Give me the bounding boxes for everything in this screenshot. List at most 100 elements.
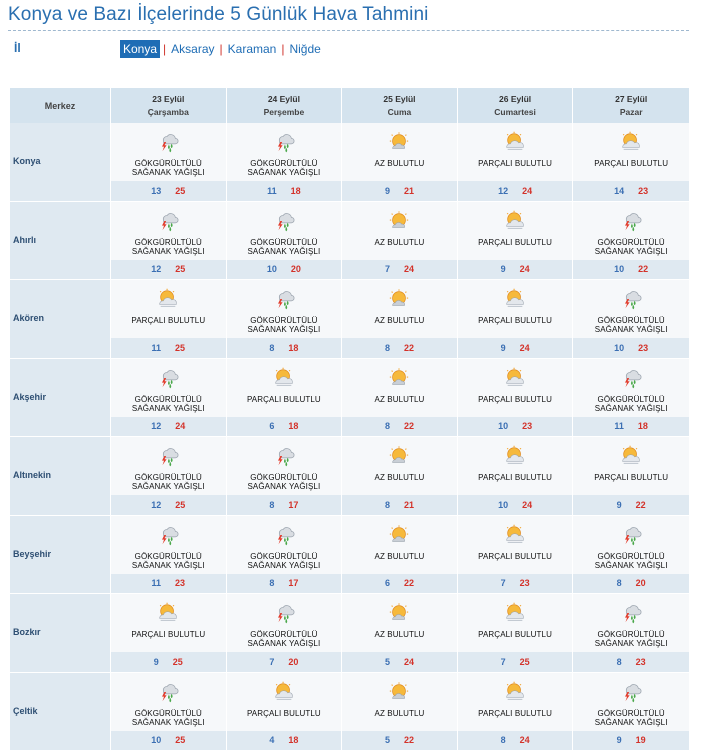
temperature-bar: 8 17 xyxy=(226,495,342,515)
thunder-rain-icon xyxy=(620,367,642,389)
separator: | xyxy=(219,42,223,56)
forecast-cell: PARÇALI BULUTLU 9 25 xyxy=(111,594,227,672)
thunder-rain-icon xyxy=(157,367,179,389)
condition-text: GÖKGÜRÜLTÜLÜ SAĞANAK YAĞIŞLI xyxy=(247,159,320,177)
forecast-cell-top: AZ BULUTLU xyxy=(342,280,457,339)
condition-line: GÖKGÜRÜLTÜLÜ xyxy=(250,316,318,325)
condition-line: SAĞANAK YAĞIŞLI xyxy=(247,639,321,648)
condition-line: PARÇALI BULUTLU xyxy=(478,708,552,718)
forecast-cell: GÖKGÜRÜLTÜLÜ SAĞANAK YAĞIŞLI 10 22 xyxy=(573,201,689,279)
max-temp: 24 xyxy=(519,264,530,275)
table-row: Konya GÖKGÜRÜLTÜLÜ SAĞANAK YAĞIŞLI 13 25 GÖKG… xyxy=(10,123,689,202)
condition-line: PARÇALI BULUTLU xyxy=(246,708,321,718)
city-name: Beyşehir xyxy=(10,515,111,593)
condition-line: PARÇALI BULUTLU xyxy=(246,394,321,404)
forecast-cell-top: AZ BULUTLU xyxy=(342,594,457,653)
max-temp: 23 xyxy=(638,342,649,353)
forecast-cell: PARÇALI BULUTLU 10 23 xyxy=(457,358,574,436)
forecast-cell-top: PARÇALI BULUTLU xyxy=(573,123,689,182)
condition-line: GÖKGÜRÜLTÜLÜ xyxy=(134,551,202,561)
min-temp: 9 xyxy=(153,656,159,667)
condition-line: GÖKGÜRÜLTÜLÜ xyxy=(250,473,318,482)
condition-text: PARÇALI BULUTLU xyxy=(478,630,552,639)
temperature-bar: 6 22 xyxy=(342,573,457,593)
condition-text: GÖKGÜRÜLTÜLÜ SAĞANAK YAĞIŞLI xyxy=(595,395,668,413)
thunder-rain-icon xyxy=(157,131,179,153)
condition-line: PARÇALI BULUTLU xyxy=(478,551,552,561)
forecast-cell-top: AZ BULUTLU xyxy=(342,201,457,260)
forecast-cell-top: GÖKGÜRÜLTÜLÜ SAĞANAK YAĞIŞLI xyxy=(226,123,342,182)
table-row: Beyşehir GÖKGÜRÜLTÜLÜ SAĞANAK YAĞIŞLI 11 23 G… xyxy=(10,515,689,594)
temperature-bar: 10 22 xyxy=(573,259,689,279)
min-temp: 12 xyxy=(151,264,162,275)
partly-cloudy-icon xyxy=(504,602,526,624)
forecast-cell-top: GÖKGÜRÜLTÜLÜ SAĞANAK YAĞIŞLI xyxy=(111,515,226,574)
condition-line: GÖKGÜRÜLTÜLÜ xyxy=(250,237,318,247)
max-temp: 21 xyxy=(403,185,414,196)
day-header: 26 Eylül Cumartesi xyxy=(458,88,574,123)
min-temp: 6 xyxy=(269,421,275,432)
min-temp: 10 xyxy=(614,264,625,275)
condition-line: SAĞANAK YAĞIŞLI xyxy=(131,168,205,177)
forecast-cell: PARÇALI BULUTLU 11 25 xyxy=(111,280,227,358)
province-tab-aksaray[interactable]: Aksaray xyxy=(171,42,215,56)
min-temp: 12 xyxy=(151,499,162,510)
forecast-cell: PARÇALI BULUTLU 8 24 xyxy=(457,672,574,750)
max-temp: 25 xyxy=(172,656,183,667)
condition-line: AZ BULUTLU xyxy=(374,630,425,639)
condition-text: PARÇALI BULUTLU xyxy=(478,238,552,247)
day-header: 23 Eylül Çarşamba xyxy=(111,88,227,123)
condition-line: SAĞANAK YAĞIŞLI xyxy=(131,246,205,256)
temperature-bar: 8 20 xyxy=(573,573,689,593)
forecast-cell-top: GÖKGÜRÜLTÜLÜ SAĞANAK YAĞIŞLI xyxy=(111,201,226,260)
condition-line: GÖKGÜRÜLTÜLÜ xyxy=(250,551,318,561)
max-temp: 18 xyxy=(288,342,299,353)
min-temp: 12 xyxy=(498,185,509,196)
forecast-cell-top: GÖKGÜRÜLTÜLÜ SAĞANAK YAĞIŞLI xyxy=(226,201,342,260)
temperature-bar: 9 19 xyxy=(573,730,689,750)
condition-text: GÖKGÜRÜLTÜLÜ SAĞANAK YAĞIŞLI xyxy=(132,395,205,413)
condition-line: GÖKGÜRÜLTÜLÜ xyxy=(597,394,665,404)
min-temp: 10 xyxy=(614,342,625,353)
province-tab-karaman[interactable]: Karaman xyxy=(227,42,277,56)
condition-line: AZ BULUTLU xyxy=(374,159,425,168)
max-temp: 20 xyxy=(288,656,299,667)
temperature-bar: 7 20 xyxy=(226,652,342,672)
condition-text: GÖKGÜRÜLTÜLÜ SAĞANAK YAĞIŞLI xyxy=(132,159,205,177)
page-title: Konya ve Bazı İlçelerinde 5 Günlük Hava … xyxy=(8,4,429,25)
partly-cloudy-icon xyxy=(504,131,526,153)
min-temp: 8 xyxy=(616,578,622,589)
forecast-cell: GÖKGÜRÜLTÜLÜ SAĞANAK YAĞIŞLI 12 25 xyxy=(111,437,227,515)
province-tab-konya[interactable]: Konya xyxy=(120,40,161,58)
temperature-bar: 12 25 xyxy=(111,495,226,515)
separator: | xyxy=(281,42,285,56)
forecast-cell: GÖKGÜRÜLTÜLÜ SAĞANAK YAĞIŞLI 10 25 xyxy=(111,672,227,750)
max-temp: 25 xyxy=(175,342,186,353)
partly-cloudy-icon xyxy=(157,602,179,624)
temperature-bar: 11 18 xyxy=(573,416,689,436)
temperature-bar: 11 23 xyxy=(111,573,226,593)
condition-line: PARÇALI BULUTLU xyxy=(478,316,552,325)
condition-text: GÖKGÜRÜLTÜLÜ SAĞANAK YAĞIŞLI xyxy=(132,709,205,727)
condition-text: GÖKGÜRÜLTÜLÜ SAĞANAK YAĞIŞLI xyxy=(247,552,320,570)
condition-line: GÖKGÜRÜLTÜLÜ xyxy=(597,551,665,561)
forecast-cell-top: PARÇALI BULUTLU xyxy=(457,358,573,417)
min-temp: 8 xyxy=(616,656,622,667)
condition-line: PARÇALI BULUTLU xyxy=(131,630,206,639)
condition-line: SAĞANAK YAĞIŞLI xyxy=(247,246,321,256)
forecast-cell-top: AZ BULUTLU xyxy=(342,358,457,417)
condition-line: GÖKGÜRÜLTÜLÜ xyxy=(597,708,665,718)
min-temp: 12 xyxy=(151,421,162,432)
condition-text: PARÇALI BULUTLU xyxy=(131,630,205,639)
forecast-cell-top: GÖKGÜRÜLTÜLÜ SAĞANAK YAĞIŞLI xyxy=(226,280,342,339)
min-temp: 11 xyxy=(614,421,624,432)
forecast-cell: AZ BULUTLU 5 24 xyxy=(342,594,458,672)
partly-cloudy-icon xyxy=(620,445,642,467)
thunder-rain-icon xyxy=(620,681,642,703)
partly-cloudy-icon xyxy=(620,131,642,153)
max-temp: 20 xyxy=(290,264,301,275)
province-tab-nigde[interactable]: Niğde xyxy=(289,42,321,56)
condition-line: PARÇALI BULUTLU xyxy=(478,394,552,404)
table-row: Akşehir GÖKGÜRÜLTÜLÜ SAĞANAK YAĞIŞLI 12 24 PA… xyxy=(10,358,689,437)
day-header: 24 Eylül Perşembe xyxy=(227,88,343,123)
